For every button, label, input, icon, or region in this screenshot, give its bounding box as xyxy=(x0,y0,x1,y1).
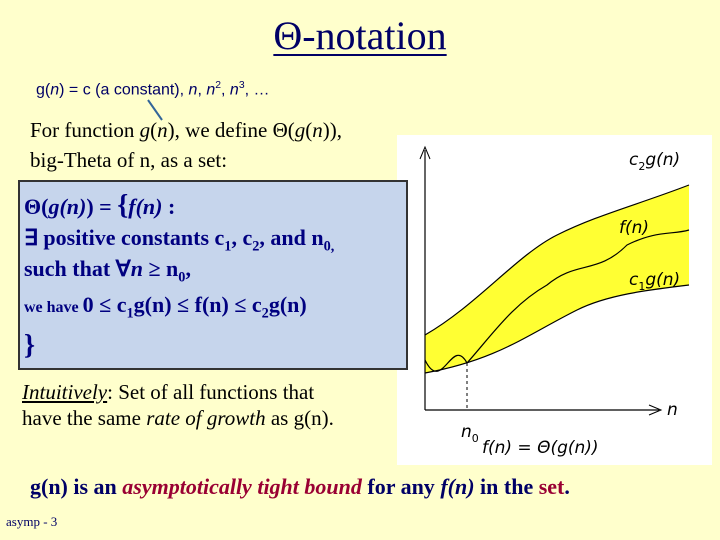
text: g xyxy=(139,118,151,142)
text: ∃ positive constants c xyxy=(24,225,225,250)
text: asymptotically tight bound xyxy=(122,474,362,499)
text: g(n) is an xyxy=(30,474,123,499)
text: 1 xyxy=(126,305,134,322)
text: n xyxy=(461,422,472,442)
text: , xyxy=(185,256,191,281)
text: g(n) xyxy=(268,292,307,317)
intro-line: big-Theta of n, as a set: xyxy=(30,148,228,172)
text: such that ∀ xyxy=(24,256,131,281)
conclusion: g(n) is an asymptotically tight bound fo… xyxy=(30,474,570,500)
text: 0 xyxy=(178,269,186,286)
text: , and n xyxy=(259,225,324,250)
definition-line: Θ(g(n)) = {f(n) : xyxy=(24,190,175,222)
text: g xyxy=(294,118,306,142)
text: ( xyxy=(150,118,158,142)
text: ), we define Θ( xyxy=(167,118,295,142)
text: 2 xyxy=(261,305,269,322)
label: f(n) xyxy=(619,218,649,238)
text: g(n) xyxy=(645,270,680,290)
text: rate of growth xyxy=(146,406,266,430)
definition-line: ∃ positive constants c1, c2, and n0, xyxy=(24,225,334,255)
text: 0 xyxy=(472,432,479,445)
text: g(n) xyxy=(48,194,87,219)
text: )), xyxy=(322,118,343,142)
label: c2g(n) xyxy=(629,150,680,173)
text: g(n) xyxy=(645,150,680,170)
text: g(n) ≤ f(n) ≤ c xyxy=(133,292,262,317)
text: 2 xyxy=(215,80,222,91)
text: , xyxy=(221,81,230,99)
footer: asymp - 3 xyxy=(6,514,58,529)
text: 3 xyxy=(238,80,245,91)
text: , … xyxy=(244,81,270,99)
text: 1 xyxy=(638,280,645,293)
text: ≥ n xyxy=(142,256,179,281)
text: ) = c (a constant), xyxy=(59,81,189,99)
text: n xyxy=(50,81,60,99)
definition-box xyxy=(18,180,408,370)
text: n xyxy=(157,118,168,142)
text: . xyxy=(564,474,570,499)
text: 1 xyxy=(224,238,232,255)
text: Θ( xyxy=(24,194,49,219)
text: as g(n). xyxy=(265,406,334,430)
text: ) = xyxy=(86,194,118,219)
text: g( xyxy=(36,81,51,99)
text: c xyxy=(629,270,639,290)
pointer xyxy=(147,99,163,121)
definition-line: such that ∀n ≥ n0, xyxy=(24,256,191,286)
definition-line: } xyxy=(24,330,36,361)
text: in the xyxy=(474,474,539,499)
text: , c xyxy=(231,225,253,250)
intuition-line: have the same rate of growth as g(n). xyxy=(22,406,334,431)
text: { xyxy=(117,190,129,221)
definition-line: we have 0 ≤ c1g(n) ≤ f(n) ≤ c2g(n) xyxy=(24,292,307,322)
figure: c2g(n) f(n) c1g(n) n n0 f(n) = Θ(g(n)) xyxy=(397,135,712,465)
text: have the same xyxy=(22,406,147,430)
label: c1g(n) xyxy=(629,270,680,293)
intro-line: For function g(n), we define Θ(g(n)), xyxy=(30,118,342,143)
caption: f(n) = Θ(g(n)) xyxy=(482,438,599,458)
text: set xyxy=(538,474,565,499)
title: Θ-notation xyxy=(273,13,447,58)
text: we have xyxy=(24,299,83,316)
text: 0 ≤ c xyxy=(82,292,127,317)
text: n xyxy=(206,81,216,99)
text: 0, xyxy=(323,238,335,255)
text: n xyxy=(130,256,143,281)
text: , xyxy=(197,81,207,99)
text: ( xyxy=(305,118,313,142)
text: 2 xyxy=(638,160,645,173)
text: : xyxy=(162,194,176,219)
intuition-line: Intuitively: Set of all functions that xyxy=(22,380,314,405)
text: n xyxy=(312,118,323,142)
text: f(n) xyxy=(128,194,163,219)
text: 2 xyxy=(252,238,260,255)
text: for any xyxy=(361,474,441,499)
text: f(n) xyxy=(440,474,475,499)
text: Intuitively xyxy=(22,380,108,404)
text: : Set of all functions that xyxy=(107,380,315,404)
text: c xyxy=(629,150,639,170)
label: n xyxy=(667,400,678,420)
text: For function xyxy=(30,118,140,142)
text: n xyxy=(188,81,198,99)
text: n xyxy=(229,81,239,99)
note: g(n) = c (a constant), n, n2, n3, … xyxy=(36,80,269,99)
label: n0 xyxy=(461,422,479,445)
